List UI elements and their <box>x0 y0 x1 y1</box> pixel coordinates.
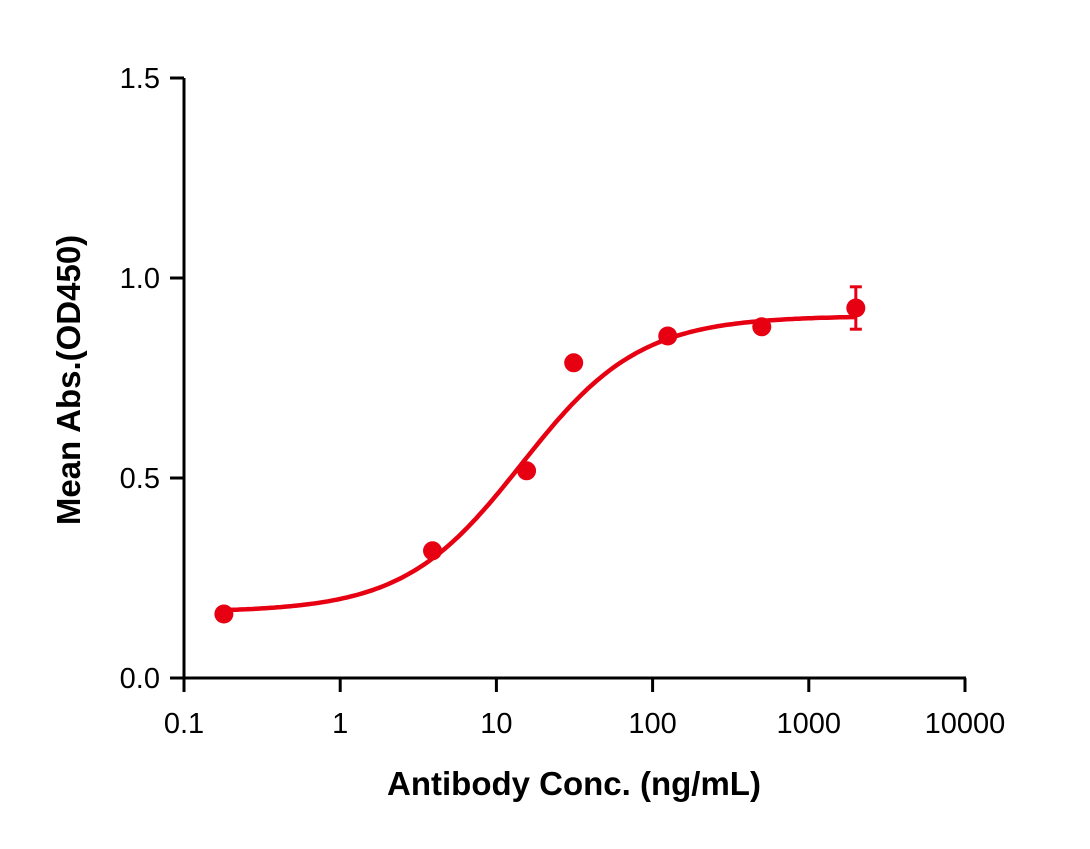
x-ticks: 0.1 1 10 100 1000 10000 <box>164 678 1005 740</box>
y-tick-label: 0.5 <box>120 463 160 495</box>
x-tick-label: 1 <box>332 708 348 740</box>
x-tick-label: 100 <box>628 708 676 740</box>
x-tick-label: 1000 <box>777 708 842 740</box>
y-axis-title: Mean Abs.(OD450) <box>50 235 87 525</box>
data-point <box>752 317 772 337</box>
y-tick-label: 1.5 <box>120 63 160 95</box>
data-point <box>658 326 678 346</box>
data-point <box>423 541 443 561</box>
x-tick-label: 10000 <box>925 708 1006 740</box>
x-tick-label: 10 <box>480 708 512 740</box>
x-tick-label: 0.1 <box>164 708 204 740</box>
data-point <box>517 461 537 481</box>
axes: 0.0 0.5 1.0 1.5 0.1 1 10 100 1000 10000 <box>120 63 1006 740</box>
data-point <box>564 353 584 373</box>
y-ticks: 0.0 0.5 1.0 1.5 <box>120 63 184 695</box>
x-axis-title: Antibody Conc. (ng/mL) <box>387 765 761 802</box>
fit-curve <box>223 314 856 613</box>
data-points <box>214 285 866 624</box>
data-point <box>846 298 866 318</box>
data-point <box>214 604 234 624</box>
y-tick-label: 1.0 <box>120 263 160 295</box>
y-tick-label: 0.0 <box>120 663 160 695</box>
